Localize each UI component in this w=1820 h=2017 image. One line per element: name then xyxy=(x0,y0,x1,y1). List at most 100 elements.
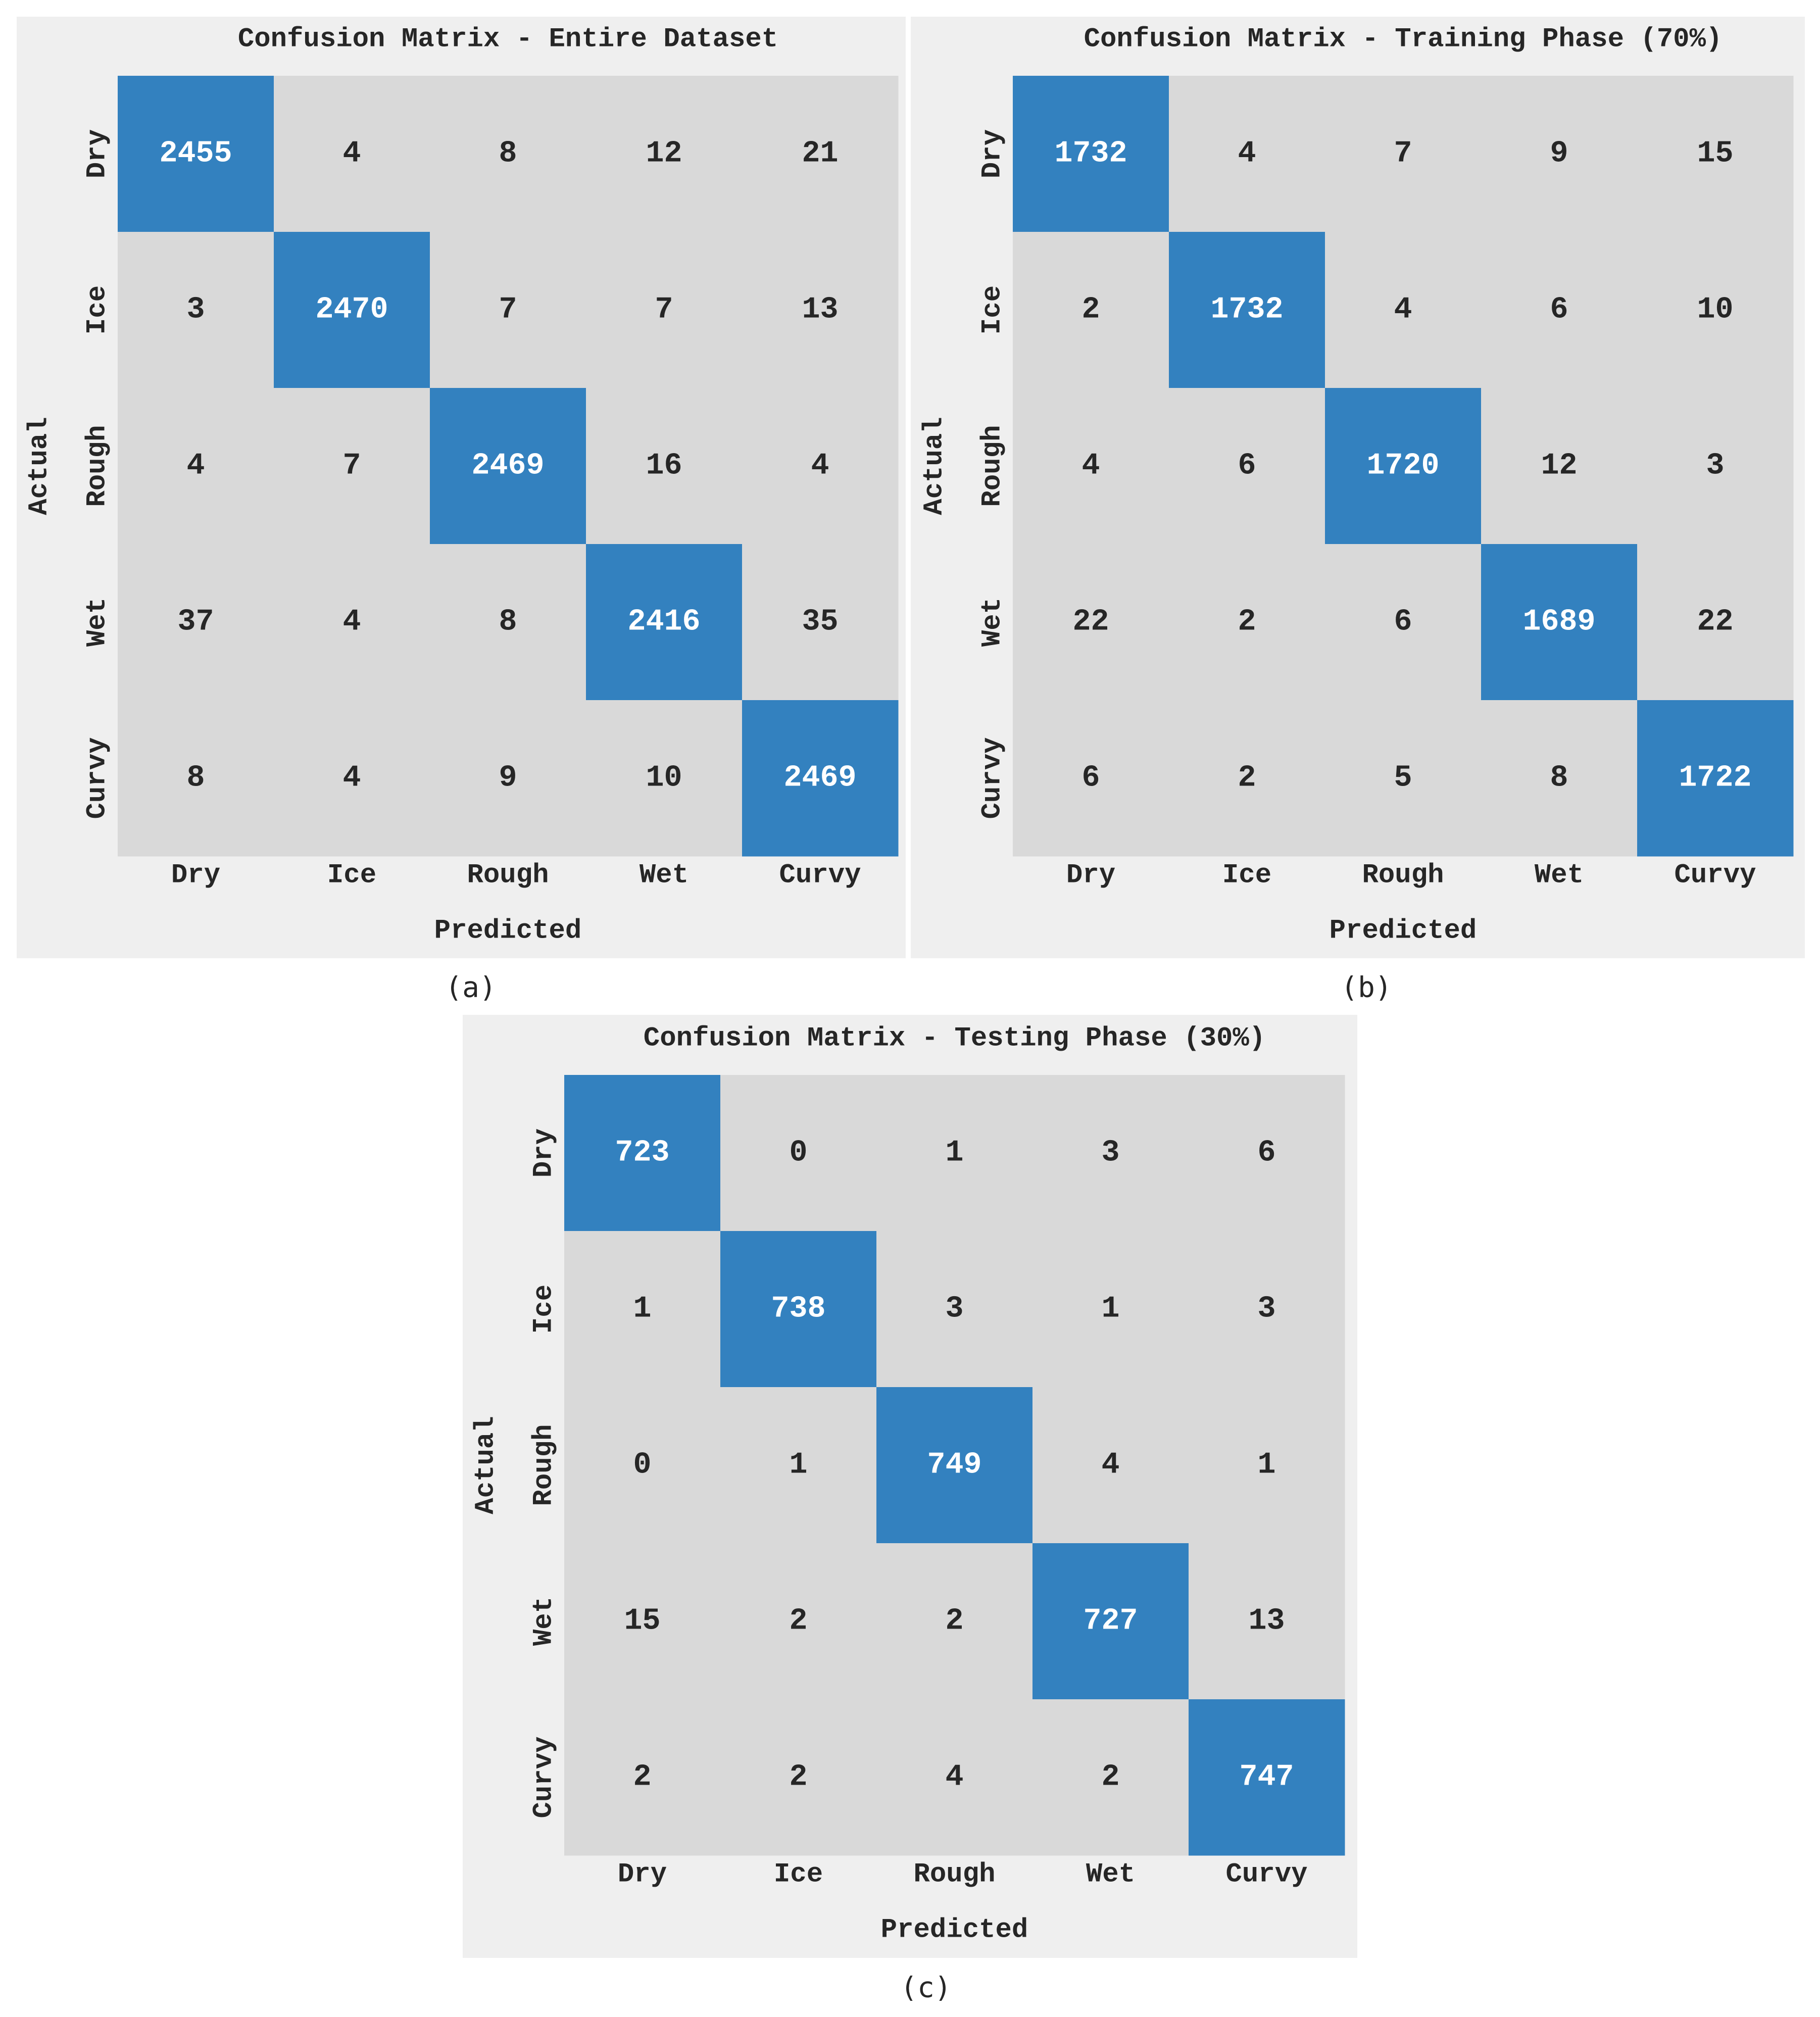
heatmap-cell xyxy=(742,700,899,857)
y-tick-label: Curvy xyxy=(82,737,113,819)
x-tick-label: Wet xyxy=(1535,860,1584,891)
cell-value-label: 2469 xyxy=(471,449,544,483)
heatmap-cell xyxy=(720,1231,877,1388)
cell-value-label: 1 xyxy=(945,1136,963,1170)
cell-value-label: 749 xyxy=(927,1448,981,1483)
cell-value-label: 3 xyxy=(1257,1292,1275,1326)
heatmap-cell xyxy=(430,232,586,388)
y-tick-label: Wet xyxy=(977,598,1008,647)
cell-value-label: 12 xyxy=(646,137,682,171)
heatmap-cell xyxy=(1032,1231,1189,1388)
x-tick-label: Curvy xyxy=(1674,860,1756,891)
heatmap-cell xyxy=(586,544,743,701)
heatmap-cell xyxy=(564,1387,721,1544)
heatmap-cell xyxy=(1032,1699,1189,1856)
heatmap-cell xyxy=(1169,232,1325,388)
heatmap-cell xyxy=(1325,700,1482,857)
cell-value-label: 1 xyxy=(1257,1448,1275,1483)
heatmap-cell xyxy=(876,1543,1033,1700)
cell-value-label: 15 xyxy=(624,1604,660,1639)
x-axis-label: Predicted xyxy=(1330,916,1477,947)
cell-value-label: 1720 xyxy=(1366,449,1439,483)
x-tick-label: Dry xyxy=(171,860,220,891)
x-tick-label: Wet xyxy=(640,860,688,891)
cell-value-label: 2469 xyxy=(783,761,856,796)
heatmap-cell xyxy=(274,76,430,232)
heatmap-cell xyxy=(1013,388,1169,545)
cell-value-label: 7 xyxy=(342,449,361,483)
cell-value-label: 8 xyxy=(1550,761,1568,796)
heatmap-cell xyxy=(1013,544,1169,701)
heatmap-cell xyxy=(1481,388,1638,545)
cell-value-label: 4 xyxy=(1101,1448,1119,1483)
y-tick-label: Rough xyxy=(82,425,113,507)
y-tick-label: Wet xyxy=(529,1597,560,1646)
heatmap-cell xyxy=(564,1699,721,1856)
heatmap-cell xyxy=(742,232,899,388)
cell-value-label: 13 xyxy=(802,293,838,327)
cell-value-label: 4 xyxy=(945,1760,963,1795)
heatmap-cell xyxy=(274,232,430,388)
x-tick-label: Curvy xyxy=(779,860,861,891)
y-tick-label: Curvy xyxy=(529,1736,560,1818)
heatmap-cell xyxy=(586,76,743,232)
cell-value-label: 22 xyxy=(1697,605,1733,639)
cell-value-label: 7 xyxy=(1394,137,1412,171)
y-tick-label: Dry xyxy=(529,1128,560,1177)
heatmap-cell xyxy=(742,544,899,701)
heatmap-cell xyxy=(720,1699,877,1856)
panel-caption: (c) xyxy=(900,1972,951,2004)
cell-value-label: 6 xyxy=(1238,449,1256,483)
heatmap-cell xyxy=(1637,544,1794,701)
y-tick-label: Ice xyxy=(82,285,113,334)
heatmap-cell xyxy=(876,1231,1033,1388)
heatmap-cell xyxy=(118,544,274,701)
heatmap-cell xyxy=(118,76,274,232)
chart-title: Confusion Matrix - Entire Dataset xyxy=(238,24,778,55)
heatmap-cell xyxy=(586,388,743,545)
cell-value-label: 13 xyxy=(1248,1604,1285,1639)
y-tick-label: Curvy xyxy=(977,737,1008,819)
panel-caption: (a) xyxy=(445,971,496,1004)
cell-value-label: 1689 xyxy=(1522,605,1595,639)
cell-value-label: 723 xyxy=(615,1136,669,1170)
cell-value-label: 1 xyxy=(633,1292,651,1326)
heatmap-cell xyxy=(564,1543,721,1700)
heatmap-cell xyxy=(1481,700,1638,857)
cell-value-label: 3 xyxy=(186,293,205,327)
heatmap-cell xyxy=(1013,232,1169,388)
cell-value-label: 7 xyxy=(655,293,673,327)
heatmap-cell xyxy=(1032,1543,1189,1700)
heatmap-cell xyxy=(1189,1075,1345,1232)
heatmap-cell xyxy=(1169,544,1325,701)
heatmap-cell xyxy=(564,1231,721,1388)
cell-value-label: 7 xyxy=(499,293,517,327)
cell-value-label: 6 xyxy=(1257,1136,1275,1170)
heatmap-cell xyxy=(274,388,430,545)
heatmap-cell xyxy=(274,544,430,701)
y-axis-label: Actual xyxy=(471,1416,502,1514)
cell-value-label: 35 xyxy=(802,605,838,639)
heatmap-cell xyxy=(876,1699,1033,1856)
heatmap-cell xyxy=(876,1387,1033,1544)
cell-value-label: 2455 xyxy=(159,137,232,171)
cell-value-label: 4 xyxy=(186,449,205,483)
cell-value-label: 1732 xyxy=(1054,137,1127,171)
heatmap-cell xyxy=(430,388,586,545)
heatmap-cell xyxy=(430,700,586,857)
heatmap-cell xyxy=(720,1075,877,1232)
panel-3: Confusion Matrix - Testing Phase (30%) 72… xyxy=(463,1015,1357,2004)
x-tick-label: Rough xyxy=(467,860,549,891)
heatmap-cell xyxy=(742,388,899,545)
cell-value-label: 6 xyxy=(1081,761,1100,796)
cell-value-label: 9 xyxy=(499,761,517,796)
heatmap-cell xyxy=(1481,544,1638,701)
heatmap-cell xyxy=(720,1543,877,1700)
cell-value-label: 22 xyxy=(1072,605,1109,639)
cell-value-label: 2 xyxy=(1081,293,1100,327)
cell-value-label: 738 xyxy=(771,1292,825,1326)
heatmap-cell xyxy=(1481,232,1638,388)
cell-value-label: 1722 xyxy=(1679,761,1751,796)
x-tick-label: Ice xyxy=(774,1859,823,1890)
heatmap-cell xyxy=(1013,700,1169,857)
